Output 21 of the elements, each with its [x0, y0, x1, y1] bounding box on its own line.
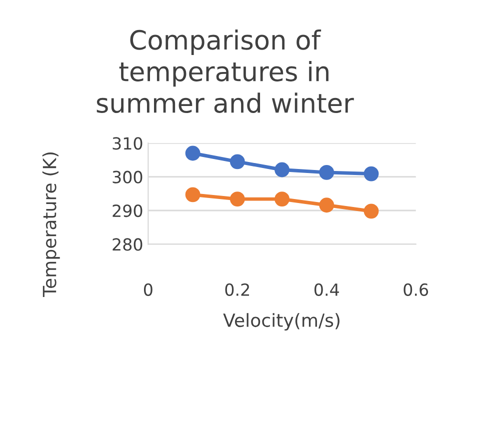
- point: [319, 198, 334, 213]
- point: [230, 154, 245, 170]
- point: [230, 192, 245, 207]
- y-tick-label: 280: [112, 238, 142, 251]
- chart-title: Comparison of temperatures in summer and winter: [96, 29, 354, 114]
- y-tick-label: 300: [112, 170, 142, 184]
- y-axis-title: Temperature (K): [42, 152, 60, 298]
- x-tick-label: 0.4: [314, 283, 339, 296]
- point: [319, 164, 334, 180]
- point: [364, 166, 379, 182]
- x-axis-title: Velocity(m/s): [223, 313, 340, 331]
- point: [274, 162, 290, 178]
- point: [185, 187, 200, 202]
- x-tick-label: 0.6: [404, 283, 428, 296]
- point: [364, 204, 379, 219]
- y-tick-label: 290: [112, 204, 142, 218]
- x-tick-label: 0.2: [225, 283, 249, 296]
- x-tick-label: 0: [144, 283, 152, 296]
- point: [274, 192, 290, 207]
- y-tick-label: 310: [112, 137, 142, 150]
- point: [185, 146, 200, 161]
